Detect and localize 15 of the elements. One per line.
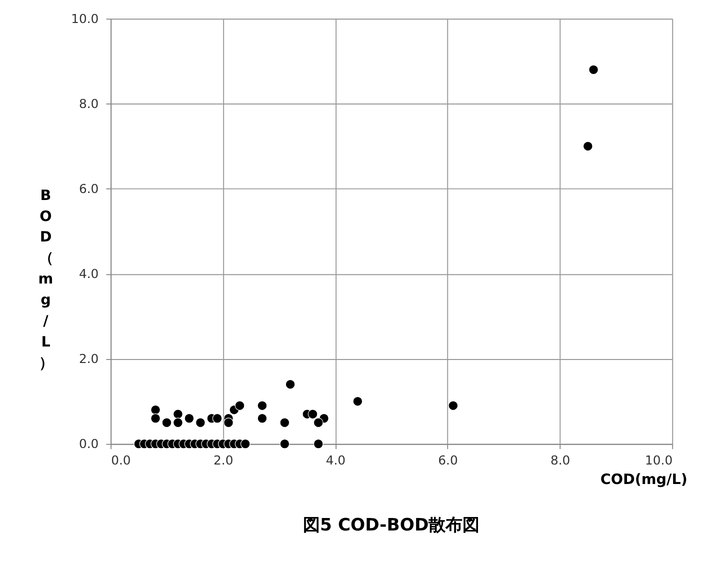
- x-axis-title: COD(mg/L): [600, 472, 688, 488]
- y-tick-label: 10.0: [71, 10, 99, 26]
- x-tick-label: 10.0: [645, 452, 673, 468]
- x-tick-label: 6.0: [438, 452, 458, 468]
- text: 図5 COD-BOD散布図: [303, 516, 480, 536]
- y-tick-label: 8.0: [78, 96, 99, 111]
- y-tick-label: 4.0: [78, 266, 99, 282]
- text: BOD（mg/L）: [38, 188, 54, 372]
- x-tick-label: 8.0: [550, 452, 570, 468]
- x-tick-label: 0.0: [111, 452, 131, 468]
- x-tick-label: 4.0: [326, 452, 346, 468]
- x-tick-label: 2.0: [214, 452, 234, 468]
- y-tick-label: 2.0: [78, 351, 99, 366]
- y-tick-label: 0.0: [78, 436, 99, 452]
- y-tick-label: 6.0: [78, 181, 99, 196]
